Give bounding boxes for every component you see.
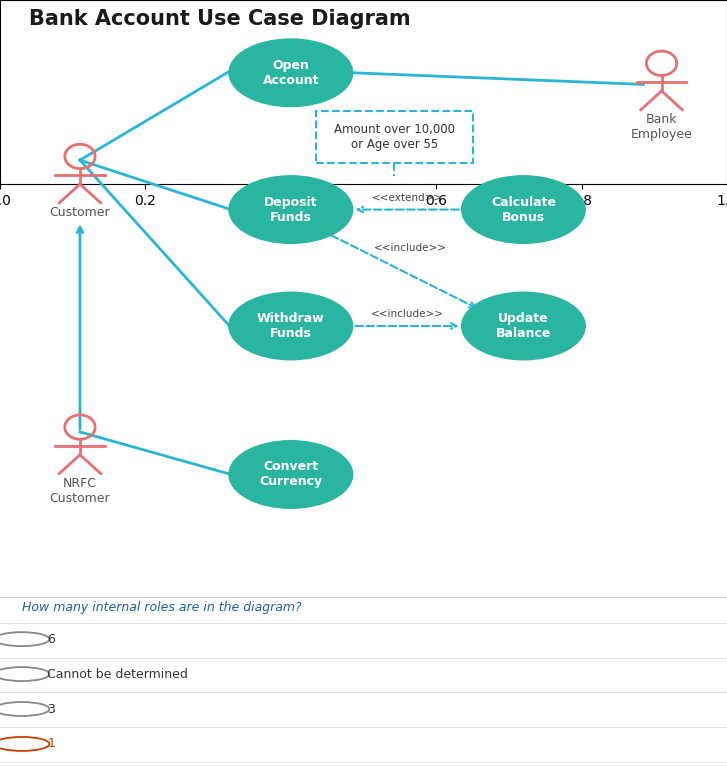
- Text: 1: 1: [47, 738, 55, 751]
- Text: How many internal roles are in the diagram?: How many internal roles are in the diagr…: [22, 601, 302, 614]
- Text: NRFC
Customer: NRFC Customer: [49, 477, 111, 505]
- Text: Convert
Currency: Convert Currency: [260, 460, 322, 489]
- Text: Customer: Customer: [49, 206, 111, 219]
- Text: <<include>>: <<include>>: [374, 244, 447, 254]
- Ellipse shape: [229, 440, 353, 508]
- Text: Bank
Employee: Bank Employee: [630, 113, 693, 141]
- Text: Withdraw
Funds: Withdraw Funds: [257, 312, 325, 340]
- Text: 3: 3: [47, 702, 55, 715]
- Text: Deposit
Funds: Deposit Funds: [264, 195, 318, 224]
- Text: Open
Account: Open Account: [262, 59, 319, 87]
- Text: Update
Balance: Update Balance: [496, 312, 551, 340]
- Text: Cannot be determined: Cannot be determined: [47, 668, 188, 680]
- Ellipse shape: [462, 176, 585, 244]
- Text: <<include>>: <<include>>: [371, 309, 443, 319]
- Ellipse shape: [229, 293, 353, 360]
- Text: <<extend>>: <<extend>>: [371, 192, 443, 202]
- Text: Calculate
Bonus: Calculate Bonus: [491, 195, 556, 224]
- Ellipse shape: [462, 293, 585, 360]
- Text: Amount over 10,000
or Age over 55: Amount over 10,000 or Age over 55: [334, 123, 455, 151]
- Ellipse shape: [229, 176, 353, 244]
- Text: 6: 6: [47, 633, 55, 646]
- Ellipse shape: [229, 39, 353, 106]
- FancyBboxPatch shape: [316, 110, 473, 163]
- Text: Bank Account Use Case Diagram: Bank Account Use Case Diagram: [29, 8, 411, 29]
